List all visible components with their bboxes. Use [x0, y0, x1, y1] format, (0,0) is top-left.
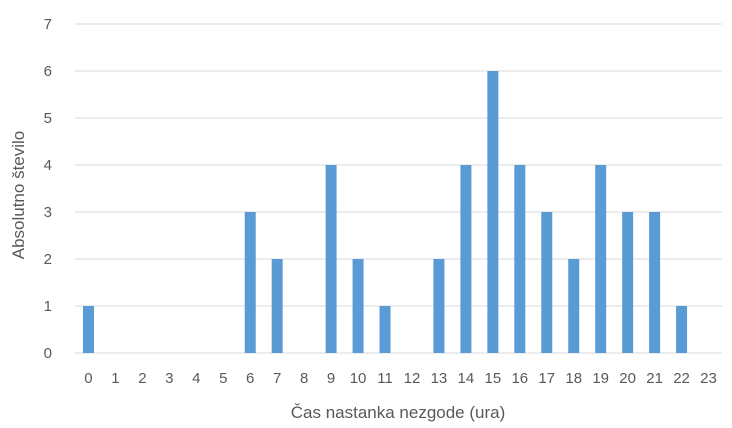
bar [379, 306, 391, 353]
y-tick-label: 5 [44, 110, 52, 127]
x-tick-label: 11 [377, 370, 393, 387]
bar [487, 71, 499, 353]
x-tick-label: 17 [538, 370, 555, 387]
y-tick-label: 0 [44, 345, 52, 362]
x-tick-label: 23 [700, 370, 717, 387]
bar [568, 259, 580, 353]
gridlines [75, 23, 722, 354]
x-tick-label: 2 [138, 370, 146, 387]
y-tick-label: 2 [44, 251, 52, 268]
bar [676, 306, 688, 353]
bars [82, 71, 688, 353]
x-tick-label: 4 [192, 370, 200, 387]
y-tick-label: 3 [44, 204, 52, 221]
bar [595, 165, 607, 353]
bar [325, 165, 337, 353]
bar [244, 212, 256, 353]
y-axis-title: Absolutno število [9, 131, 28, 260]
x-tick-label: 22 [673, 370, 690, 387]
y-tick-label: 7 [44, 16, 52, 33]
bar [352, 259, 364, 353]
x-tick-label: 10 [350, 370, 367, 387]
x-tick-label: 21 [646, 370, 663, 387]
x-tick-label: 14 [458, 370, 475, 387]
x-axis-title: Čas nastanka nezgode (ura) [291, 403, 506, 422]
y-tick-label: 4 [44, 157, 52, 174]
x-tick-label: 12 [404, 370, 421, 387]
x-tick-label: 8 [300, 370, 308, 387]
bar [433, 259, 445, 353]
x-tick-label: 16 [511, 370, 528, 387]
x-tick-label: 19 [592, 370, 609, 387]
bar [649, 212, 661, 353]
bar [460, 165, 472, 353]
x-tick-label: 7 [273, 370, 281, 387]
bar [514, 165, 526, 353]
x-tick-label: 18 [565, 370, 582, 387]
y-tick-label: 1 [44, 298, 52, 315]
y-tick-labels: 0 1 2 3 4 5 6 7 [44, 16, 52, 362]
x-tick-label: 13 [431, 370, 448, 387]
bar [271, 259, 283, 353]
y-tick-label: 6 [44, 63, 52, 80]
x-tick-label: 1 [111, 370, 119, 387]
x-tick-label: 0 [84, 370, 92, 387]
bar [541, 212, 553, 353]
bar [82, 306, 94, 353]
x-tick-label: 15 [485, 370, 502, 387]
x-tick-label: 20 [619, 370, 636, 387]
x-tick-label: 6 [246, 370, 254, 387]
bar [622, 212, 634, 353]
x-tick-label: 9 [327, 370, 335, 387]
x-tick-label: 5 [219, 370, 227, 387]
x-tick-label: 3 [165, 370, 173, 387]
x-tick-labels: 0 1 2 3 4 5 6 7 8 9 10 11 12 13 14 15 16 17 18 19 20 21 22 23 [84, 370, 717, 387]
